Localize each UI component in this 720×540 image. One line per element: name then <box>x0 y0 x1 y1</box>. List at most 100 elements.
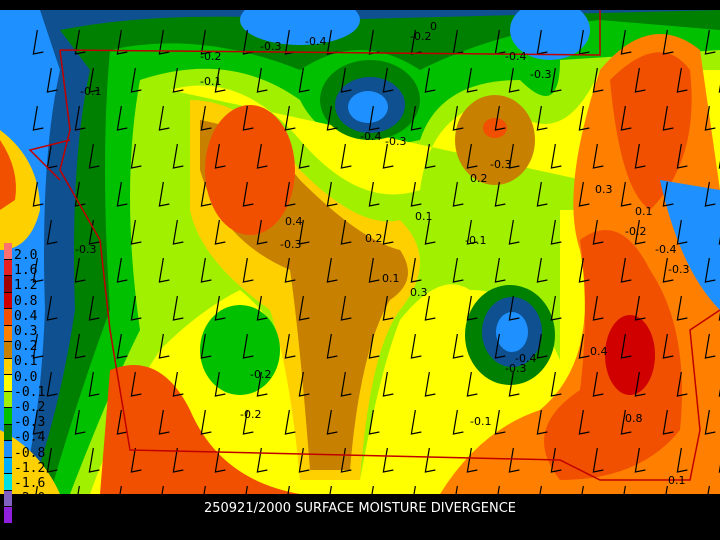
wind-barb <box>130 219 142 245</box>
wind-barb <box>298 295 310 321</box>
wind-barb <box>256 143 268 169</box>
legend-swatch <box>4 507 12 524</box>
wind-barb <box>410 181 422 207</box>
wind-barb <box>662 181 674 207</box>
wind-barb <box>550 143 562 169</box>
contour-label: -0.4 <box>505 50 526 63</box>
wind-barb <box>172 219 184 245</box>
wind-barb <box>242 333 254 359</box>
wind-barb <box>718 160 720 169</box>
wind-barb <box>704 257 716 283</box>
legend-label: 0.3 <box>14 324 38 340</box>
wind-barb <box>382 143 394 169</box>
wind-barb <box>200 257 212 283</box>
wind-barb <box>200 181 212 207</box>
wind-barb <box>508 67 520 93</box>
contour-label: -0.3 <box>505 362 526 375</box>
legend-swatch <box>4 375 12 392</box>
wind-barb <box>32 29 44 55</box>
wind-barb <box>676 143 688 169</box>
contour-label: 0.3 <box>410 286 428 299</box>
wind-barb <box>494 409 506 435</box>
legend-label: -2.0 <box>14 491 46 507</box>
wind-barb <box>634 143 646 169</box>
wind-barb <box>116 105 128 131</box>
wind-barb <box>620 409 632 435</box>
contour-label: 0.3 <box>595 183 613 196</box>
wind-barb <box>32 105 44 131</box>
state-borders <box>28 10 720 481</box>
wind-barb <box>298 447 310 473</box>
wind-barb <box>242 409 254 435</box>
wind-barb <box>88 447 100 473</box>
contour-label: 0.1 <box>668 474 686 487</box>
wind-barb <box>704 181 716 207</box>
wind-barb <box>620 181 632 207</box>
legend-label: -1.2 <box>14 460 46 476</box>
region-orange-west <box>0 140 16 210</box>
legend-label: 0.8 <box>14 293 38 309</box>
wind-barb <box>592 67 604 93</box>
contour-label: 0.8 <box>625 412 643 425</box>
legend-swatch <box>4 474 12 491</box>
wind-barb <box>74 257 86 283</box>
legend-swatch <box>4 441 12 458</box>
legend-label: -1.6 <box>14 476 46 492</box>
legend-swatch <box>4 309 12 326</box>
legend-swatch <box>4 408 12 425</box>
wind-barb <box>116 181 128 207</box>
color-legend <box>4 243 12 524</box>
wind-barb <box>634 219 646 245</box>
region-blue-low <box>496 312 528 352</box>
wind-barb <box>200 409 212 435</box>
wind-barb <box>424 371 436 397</box>
contour-label: -0.3 <box>668 263 689 276</box>
wind-barb <box>382 371 394 397</box>
region-blue-east <box>660 180 720 310</box>
wind-barb <box>410 333 422 359</box>
wind-barb <box>340 447 352 473</box>
wind-barb <box>452 409 464 435</box>
contour-label: -0.3 <box>75 243 96 256</box>
wind-barb <box>242 181 254 207</box>
wind-barb <box>158 29 170 55</box>
wind-barb <box>424 295 436 321</box>
wind-barb <box>256 371 268 397</box>
wind-barb <box>592 143 604 169</box>
contour-label: -0.2 <box>250 368 271 381</box>
wind-barb <box>550 219 562 245</box>
contour-label: 0.4 <box>285 215 303 228</box>
contour-label: -0.2 <box>200 50 221 63</box>
region-orange-red <box>205 105 295 235</box>
wind-barb <box>550 447 562 473</box>
wind-barb <box>718 312 720 321</box>
legend-swatch <box>4 259 12 276</box>
contour-label: -0.3 <box>260 40 281 53</box>
wind-barb <box>382 219 394 245</box>
wind-barb <box>620 105 632 131</box>
wind-barb <box>340 371 352 397</box>
wind-barb <box>340 295 352 321</box>
wind-barb <box>158 257 170 283</box>
wind-barb <box>130 371 142 397</box>
contour-label: -0.4 <box>360 130 381 143</box>
wind-barb <box>718 388 720 397</box>
wind-barb <box>46 67 58 93</box>
wind-barb <box>494 333 506 359</box>
wind-barb <box>662 105 674 131</box>
wind-barb <box>214 143 226 169</box>
wind-barb <box>32 181 44 207</box>
wind-barb <box>704 29 716 55</box>
region-red-orange-sw <box>100 365 300 494</box>
moisture-divergence-map: -0.2-0.1-0.3 -0.4-0.10-0.2-0.4-0.3-0.4 -0.… <box>0 10 720 494</box>
wind-barb <box>508 371 520 397</box>
wind-barb <box>158 409 170 435</box>
wind-barb <box>368 105 380 131</box>
contour-label: 0.4 <box>590 345 608 358</box>
wind-barb <box>452 257 464 283</box>
wind-barb <box>424 447 436 473</box>
wind-barb <box>340 143 352 169</box>
wind-barb <box>410 409 422 435</box>
wind-barb <box>116 333 128 359</box>
